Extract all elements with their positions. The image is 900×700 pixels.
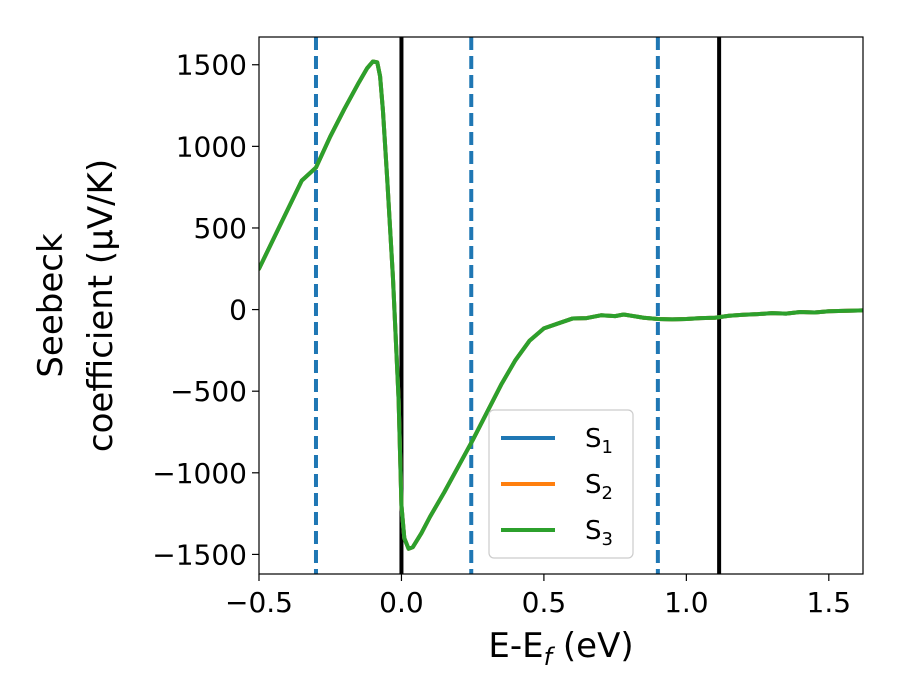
y-tick-label: −1000 bbox=[152, 457, 247, 490]
y-tick-label: 1000 bbox=[176, 130, 247, 163]
y-axis-label-line2: coefficient (μV/K) bbox=[81, 159, 121, 452]
vertical-lines bbox=[313, 37, 722, 574]
legend: S1 S2 S3 bbox=[488, 409, 634, 559]
series-lines bbox=[259, 59, 863, 551]
y-tick-label: −500 bbox=[170, 375, 247, 408]
x-tick-label: −0.5 bbox=[225, 586, 293, 619]
y-tick-label: 0 bbox=[229, 294, 247, 327]
y-tick-label: −1500 bbox=[152, 538, 247, 571]
plot-frame bbox=[258, 36, 864, 575]
y-axis-label-line1: Seebeck bbox=[31, 233, 71, 378]
x-tick-label: 1.5 bbox=[807, 586, 852, 619]
x-axis-ticks: −0.5 0.0 0.5 1.0 1.5 bbox=[225, 574, 851, 619]
x-axis-label-main: E-E bbox=[488, 626, 543, 666]
y-axis-ticks: −1500 −1000 −500 0 500 1000 1500 bbox=[152, 49, 259, 571]
x-tick-label: 0.0 bbox=[379, 586, 424, 619]
legend-label-S1: S1 bbox=[585, 424, 613, 458]
legend-label-S2: S2 bbox=[585, 470, 613, 504]
legend-box bbox=[488, 409, 634, 559]
x-axis-label: E-Ef (eV) bbox=[488, 626, 633, 671]
y-tick-label: 1500 bbox=[176, 49, 247, 82]
x-axis-label-unit: (eV) bbox=[552, 626, 634, 666]
y-tick-label: 500 bbox=[194, 212, 247, 245]
legend-label-S3: S3 bbox=[585, 516, 613, 550]
x-tick-label: 0.5 bbox=[522, 586, 567, 619]
series-line-S3 bbox=[259, 59, 863, 551]
x-tick-label: 1.0 bbox=[664, 586, 709, 619]
